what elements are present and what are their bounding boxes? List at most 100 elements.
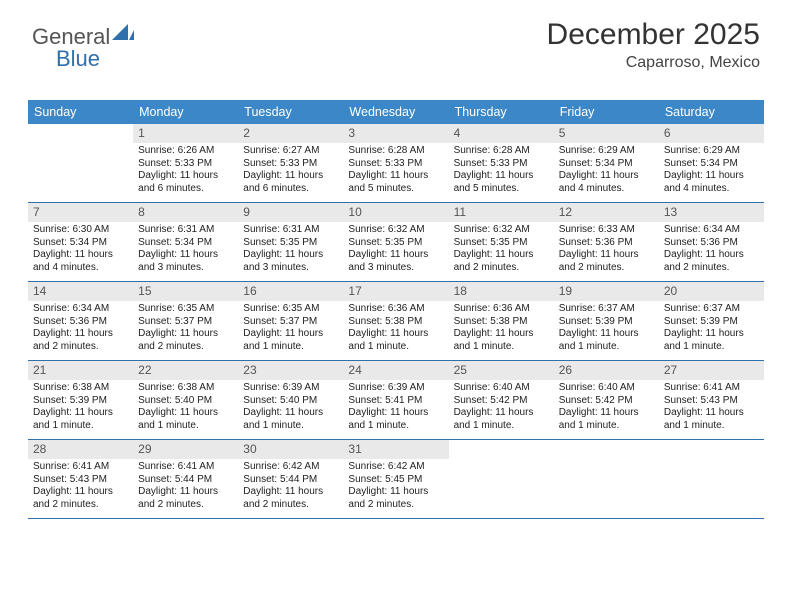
day-body: Sunrise: 6:32 AMSunset: 5:35 PMDaylight:… xyxy=(343,222,448,278)
day-number: 20 xyxy=(659,282,764,301)
day-number: 16 xyxy=(238,282,343,301)
day-body: Sunrise: 6:40 AMSunset: 5:42 PMDaylight:… xyxy=(554,380,659,436)
sunrise-text: Sunrise: 6:40 AM xyxy=(454,382,549,395)
day-number: 10 xyxy=(343,203,448,222)
day-number: 4 xyxy=(449,124,554,143)
daylight-text: Daylight: 11 hours and 1 minute. xyxy=(243,407,338,432)
sunset-text: Sunset: 5:36 PM xyxy=(559,237,654,250)
day-number xyxy=(554,440,659,459)
day-number: 8 xyxy=(133,203,238,222)
day-body: Sunrise: 6:29 AMSunset: 5:34 PMDaylight:… xyxy=(554,143,659,199)
sunset-text: Sunset: 5:43 PM xyxy=(33,474,128,487)
daylight-text: Daylight: 11 hours and 1 minute. xyxy=(243,328,338,353)
daylight-text: Daylight: 11 hours and 2 minutes. xyxy=(33,328,128,353)
sunrise-text: Sunrise: 6:40 AM xyxy=(559,382,654,395)
sunrise-text: Sunrise: 6:37 AM xyxy=(664,303,759,316)
day-number xyxy=(659,440,764,459)
day-body: Sunrise: 6:33 AMSunset: 5:36 PMDaylight:… xyxy=(554,222,659,278)
day-number: 5 xyxy=(554,124,659,143)
weekday-mon: Monday xyxy=(133,100,238,124)
brand-part2: Blue xyxy=(56,46,100,72)
day-cell: 19Sunrise: 6:37 AMSunset: 5:39 PMDayligh… xyxy=(554,282,659,360)
sunrise-text: Sunrise: 6:31 AM xyxy=(243,224,338,237)
daylight-text: Daylight: 11 hours and 1 minute. xyxy=(454,328,549,353)
day-number: 25 xyxy=(449,361,554,380)
day-number xyxy=(449,440,554,459)
day-cell: 17Sunrise: 6:36 AMSunset: 5:38 PMDayligh… xyxy=(343,282,448,360)
day-body: Sunrise: 6:27 AMSunset: 5:33 PMDaylight:… xyxy=(238,143,343,199)
day-cell xyxy=(449,440,554,518)
day-cell: 27Sunrise: 6:41 AMSunset: 5:43 PMDayligh… xyxy=(659,361,764,439)
day-number: 14 xyxy=(28,282,133,301)
sunset-text: Sunset: 5:35 PM xyxy=(243,237,338,250)
day-cell: 13Sunrise: 6:34 AMSunset: 5:36 PMDayligh… xyxy=(659,203,764,281)
day-body: Sunrise: 6:38 AMSunset: 5:40 PMDaylight:… xyxy=(133,380,238,436)
day-number: 22 xyxy=(133,361,238,380)
sunrise-text: Sunrise: 6:42 AM xyxy=(243,461,338,474)
sunrise-text: Sunrise: 6:39 AM xyxy=(243,382,338,395)
day-number: 6 xyxy=(659,124,764,143)
day-body: Sunrise: 6:35 AMSunset: 5:37 PMDaylight:… xyxy=(133,301,238,357)
day-cell: 10Sunrise: 6:32 AMSunset: 5:35 PMDayligh… xyxy=(343,203,448,281)
day-number: 3 xyxy=(343,124,448,143)
day-body: Sunrise: 6:39 AMSunset: 5:41 PMDaylight:… xyxy=(343,380,448,436)
day-cell: 20Sunrise: 6:37 AMSunset: 5:39 PMDayligh… xyxy=(659,282,764,360)
day-number: 19 xyxy=(554,282,659,301)
weekday-wed: Wednesday xyxy=(343,100,448,124)
day-body: Sunrise: 6:31 AMSunset: 5:34 PMDaylight:… xyxy=(133,222,238,278)
sunset-text: Sunset: 5:37 PM xyxy=(138,316,233,329)
week-row: 7Sunrise: 6:30 AMSunset: 5:34 PMDaylight… xyxy=(28,203,764,282)
month-title: December 2025 xyxy=(547,18,760,52)
day-cell: 9Sunrise: 6:31 AMSunset: 5:35 PMDaylight… xyxy=(238,203,343,281)
daylight-text: Daylight: 11 hours and 4 minutes. xyxy=(664,170,759,195)
day-body: Sunrise: 6:41 AMSunset: 5:43 PMDaylight:… xyxy=(28,459,133,515)
day-cell: 25Sunrise: 6:40 AMSunset: 5:42 PMDayligh… xyxy=(449,361,554,439)
daylight-text: Daylight: 11 hours and 2 minutes. xyxy=(348,486,443,511)
day-cell: 28Sunrise: 6:41 AMSunset: 5:43 PMDayligh… xyxy=(28,440,133,518)
sunset-text: Sunset: 5:34 PM xyxy=(559,158,654,171)
sunset-text: Sunset: 5:39 PM xyxy=(664,316,759,329)
day-number: 17 xyxy=(343,282,448,301)
sunset-text: Sunset: 5:36 PM xyxy=(33,316,128,329)
day-body: Sunrise: 6:39 AMSunset: 5:40 PMDaylight:… xyxy=(238,380,343,436)
day-number: 9 xyxy=(238,203,343,222)
sunrise-text: Sunrise: 6:35 AM xyxy=(243,303,338,316)
day-body: Sunrise: 6:42 AMSunset: 5:45 PMDaylight:… xyxy=(343,459,448,515)
day-body: Sunrise: 6:29 AMSunset: 5:34 PMDaylight:… xyxy=(659,143,764,199)
day-number: 27 xyxy=(659,361,764,380)
sunrise-text: Sunrise: 6:32 AM xyxy=(348,224,443,237)
sunset-text: Sunset: 5:34 PM xyxy=(138,237,233,250)
day-body: Sunrise: 6:36 AMSunset: 5:38 PMDaylight:… xyxy=(343,301,448,357)
day-cell: 23Sunrise: 6:39 AMSunset: 5:40 PMDayligh… xyxy=(238,361,343,439)
day-body: Sunrise: 6:37 AMSunset: 5:39 PMDaylight:… xyxy=(554,301,659,357)
daylight-text: Daylight: 11 hours and 3 minutes. xyxy=(348,249,443,274)
day-cell: 3Sunrise: 6:28 AMSunset: 5:33 PMDaylight… xyxy=(343,124,448,202)
daylight-text: Daylight: 11 hours and 2 minutes. xyxy=(243,486,338,511)
daylight-text: Daylight: 11 hours and 1 minute. xyxy=(33,407,128,432)
daylight-text: Daylight: 11 hours and 4 minutes. xyxy=(33,249,128,274)
sunrise-text: Sunrise: 6:30 AM xyxy=(33,224,128,237)
daylight-text: Daylight: 11 hours and 6 minutes. xyxy=(138,170,233,195)
day-number: 29 xyxy=(133,440,238,459)
day-cell: 26Sunrise: 6:40 AMSunset: 5:42 PMDayligh… xyxy=(554,361,659,439)
sunrise-text: Sunrise: 6:34 AM xyxy=(33,303,128,316)
day-cell: 24Sunrise: 6:39 AMSunset: 5:41 PMDayligh… xyxy=(343,361,448,439)
day-cell: 30Sunrise: 6:42 AMSunset: 5:44 PMDayligh… xyxy=(238,440,343,518)
sunset-text: Sunset: 5:42 PM xyxy=(454,395,549,408)
day-body: Sunrise: 6:28 AMSunset: 5:33 PMDaylight:… xyxy=(449,143,554,199)
sunset-text: Sunset: 5:35 PM xyxy=(454,237,549,250)
day-number: 21 xyxy=(28,361,133,380)
weekday-tue: Tuesday xyxy=(238,100,343,124)
sunset-text: Sunset: 5:34 PM xyxy=(664,158,759,171)
sunset-text: Sunset: 5:36 PM xyxy=(664,237,759,250)
brand-sail-icon xyxy=(112,24,134,40)
weekday-sat: Saturday xyxy=(659,100,764,124)
day-body: Sunrise: 6:41 AMSunset: 5:44 PMDaylight:… xyxy=(133,459,238,515)
location-label: Caparroso, Mexico xyxy=(547,54,760,72)
sunrise-text: Sunrise: 6:26 AM xyxy=(138,145,233,158)
day-body: Sunrise: 6:34 AMSunset: 5:36 PMDaylight:… xyxy=(659,222,764,278)
day-cell: 4Sunrise: 6:28 AMSunset: 5:33 PMDaylight… xyxy=(449,124,554,202)
sunset-text: Sunset: 5:39 PM xyxy=(559,316,654,329)
sunset-text: Sunset: 5:40 PM xyxy=(138,395,233,408)
sunset-text: Sunset: 5:35 PM xyxy=(348,237,443,250)
